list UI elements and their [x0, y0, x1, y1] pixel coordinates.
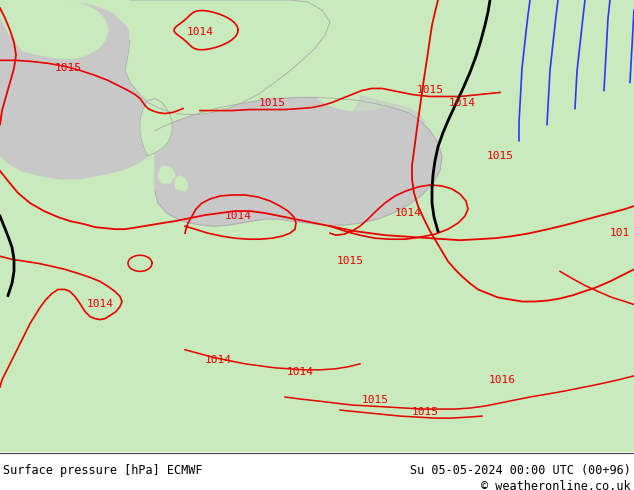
Text: 1015: 1015	[417, 85, 444, 96]
Text: 1015: 1015	[411, 407, 439, 417]
Polygon shape	[0, 0, 108, 58]
Text: 1014: 1014	[394, 208, 422, 218]
Text: Surface pressure [hPa] ECMWF: Surface pressure [hPa] ECMWF	[3, 464, 202, 477]
Polygon shape	[348, 96, 425, 143]
Text: 1015: 1015	[361, 395, 389, 405]
Text: 1014: 1014	[86, 298, 113, 309]
Polygon shape	[140, 98, 172, 156]
Text: 1015: 1015	[55, 63, 82, 74]
Polygon shape	[125, 0, 330, 115]
Text: 1016: 1016	[489, 375, 515, 385]
Polygon shape	[158, 166, 175, 183]
Polygon shape	[0, 0, 158, 179]
Polygon shape	[175, 176, 188, 191]
Polygon shape	[340, 58, 378, 82]
Text: Su 05-05-2024 00:00 UTC (00+96): Su 05-05-2024 00:00 UTC (00+96)	[410, 464, 631, 477]
Polygon shape	[318, 0, 412, 111]
Text: 1014: 1014	[448, 98, 476, 107]
Text: 1014: 1014	[287, 367, 313, 377]
Text: 1015: 1015	[337, 256, 363, 266]
Text: © weatheronline.co.uk: © weatheronline.co.uk	[481, 480, 631, 490]
Polygon shape	[155, 98, 442, 226]
Text: 101: 101	[610, 228, 630, 238]
Text: 1015: 1015	[486, 151, 514, 161]
Text: 1015: 1015	[259, 98, 285, 107]
Text: 1014: 1014	[224, 211, 252, 221]
Polygon shape	[438, 0, 634, 452]
Text: 1014: 1014	[186, 27, 214, 37]
Text: 1014: 1014	[205, 355, 231, 365]
